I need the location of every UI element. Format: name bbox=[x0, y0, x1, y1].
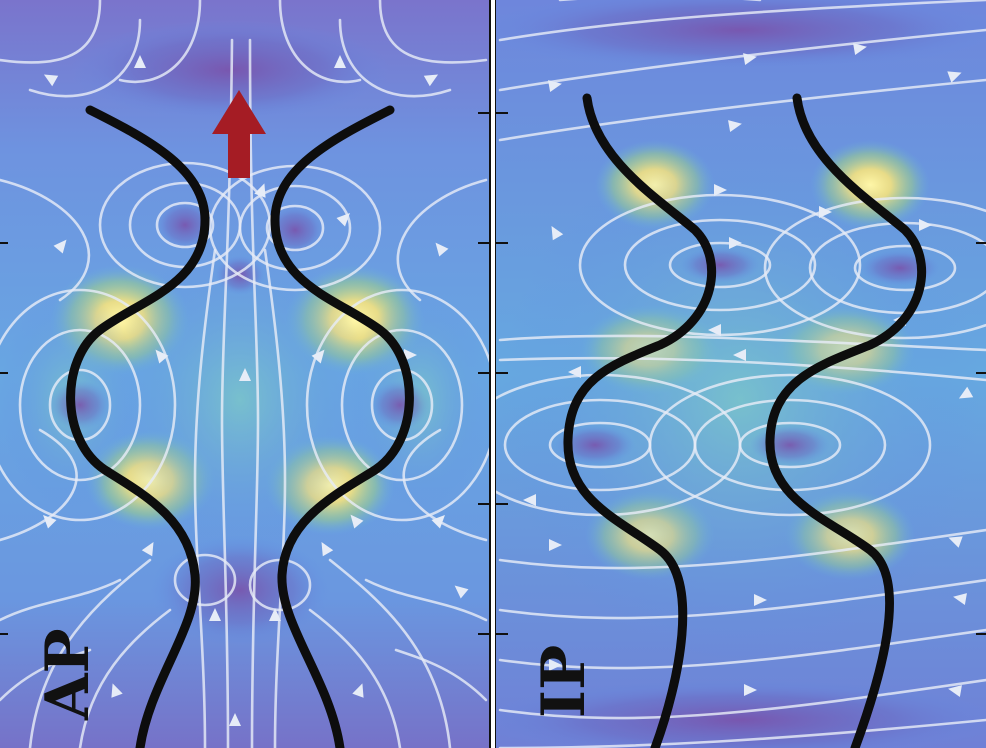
right-vortex-core bbox=[496, 0, 986, 70]
panel-right: IP bbox=[496, 0, 986, 748]
panel-left: AP bbox=[0, 0, 490, 748]
left-filament-2 bbox=[270, 105, 414, 748]
right-vortex-core bbox=[680, 247, 760, 283]
right-vortex-core bbox=[860, 250, 940, 286]
left-vortex-core bbox=[50, 380, 110, 430]
left-vortex-core bbox=[70, 20, 390, 120]
right-vortex-core bbox=[750, 425, 830, 465]
left-filament-1 bbox=[66, 105, 210, 748]
panel-label-left: AP bbox=[33, 628, 103, 721]
left-axis-ticks bbox=[0, 112, 490, 635]
left-teal-zone bbox=[110, 240, 370, 560]
panel-divider bbox=[489, 0, 496, 748]
right-filament-1 bbox=[563, 93, 717, 748]
left-vortex-core bbox=[370, 380, 430, 430]
right-axis-ticks bbox=[496, 112, 986, 635]
right-vortex-core bbox=[555, 425, 635, 465]
arrow-up-icon bbox=[212, 90, 266, 178]
panel-label-right: IP bbox=[529, 645, 599, 718]
right-filament-2 bbox=[765, 93, 927, 748]
right-teal-zone bbox=[500, 140, 980, 660]
